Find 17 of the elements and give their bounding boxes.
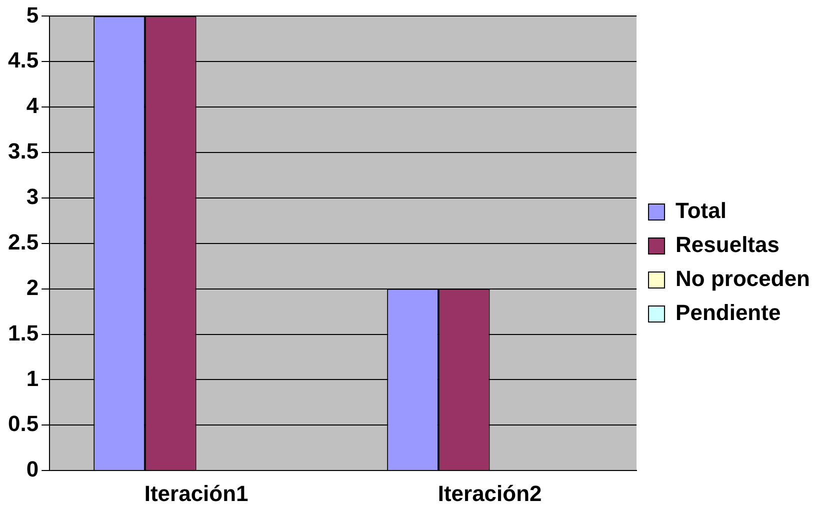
y-tick-label: 0.5: [8, 411, 39, 436]
y-tick-label: 1.5: [8, 320, 39, 346]
y-tick-label: 0: [26, 456, 39, 482]
y-tick-label: 5: [26, 2, 39, 28]
legend-label: Total: [676, 198, 726, 224]
legend-label: No proceden: [676, 266, 810, 292]
y-tick-label: 4: [26, 93, 40, 118]
y-tick-label: 2.5: [8, 229, 39, 254]
y-tick-label: 3: [26, 184, 39, 210]
y-tick-label: 3.5: [8, 138, 39, 164]
y-tick-label: 2: [26, 274, 39, 300]
legend-label: Pendiente: [676, 300, 781, 326]
x-tick-label: Iteración1: [144, 480, 248, 506]
x-tick-label: Iteración2: [438, 480, 542, 506]
y-tick-label: 1: [26, 366, 39, 391]
y-tick-label: 4.5: [8, 48, 39, 73]
legend-label: Resueltas: [676, 232, 780, 258]
